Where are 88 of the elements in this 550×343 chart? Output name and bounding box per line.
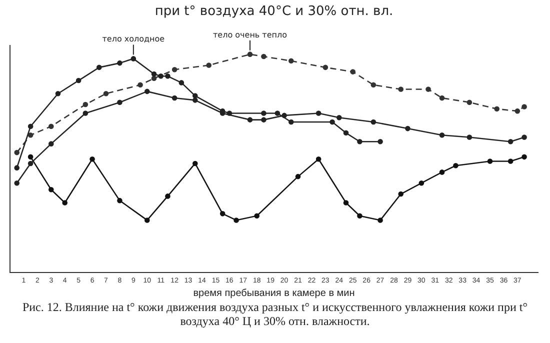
point: [522, 104, 527, 110]
point: [261, 117, 266, 122]
point: [466, 100, 472, 105]
point: [508, 138, 514, 144]
point: [62, 200, 68, 206]
point: [398, 86, 404, 92]
point: [522, 134, 527, 140]
point: [48, 187, 54, 192]
point: [151, 76, 157, 81]
point: [254, 213, 260, 218]
point: [370, 82, 376, 88]
point: [322, 64, 328, 70]
text: Рис. 12. Влияние на t° кожи движения воздуха разных t° и искусственного увлажнения кожи при t° воздуха 40° Ц и 30% отн. влажности.: [21, 300, 529, 328]
point: [522, 154, 527, 160]
point: [192, 93, 198, 98]
point: [28, 132, 34, 138]
point: [192, 160, 198, 166]
point: [261, 110, 266, 116]
point: [439, 95, 445, 101]
point: [405, 126, 410, 132]
point: [426, 86, 431, 92]
point: [487, 158, 493, 164]
point: [28, 160, 34, 166]
point: [295, 174, 301, 180]
point: [494, 106, 500, 112]
point: [343, 200, 349, 206]
point: [172, 95, 178, 101]
point: [165, 74, 170, 79]
point: [14, 180, 20, 186]
point: [234, 218, 239, 223]
point: [55, 90, 61, 96]
point: [151, 71, 157, 77]
point: [82, 110, 88, 116]
point: [439, 170, 445, 175]
point: [130, 56, 136, 62]
point: [357, 138, 362, 144]
point: [418, 180, 424, 186]
point: [90, 156, 95, 162]
point: [14, 165, 20, 170]
point: [316, 110, 322, 116]
point: [206, 62, 212, 68]
point: [226, 110, 232, 116]
point: [288, 58, 294, 64]
point: [192, 98, 198, 103]
point: [82, 102, 88, 108]
point: [48, 141, 54, 146]
point: [28, 124, 34, 130]
point: [370, 119, 376, 125]
point: [117, 60, 122, 66]
point: [378, 218, 383, 223]
point: [398, 191, 404, 197]
point: [378, 138, 383, 144]
point: [453, 163, 458, 168]
point: [144, 218, 150, 223]
point: [330, 119, 335, 125]
point: [316, 156, 322, 162]
point: [274, 110, 280, 116]
point: [76, 78, 82, 84]
point: [178, 80, 184, 86]
point: [103, 90, 109, 96]
point: [514, 108, 520, 114]
point: [508, 158, 514, 164]
point: [357, 213, 362, 218]
point: [144, 88, 150, 94]
point: [96, 64, 102, 70]
point: [172, 66, 178, 72]
chart-title: при t° воздуха 40°С и 30% отн. вл.: [154, 4, 394, 20]
point: [14, 150, 20, 156]
point: [350, 69, 356, 74]
x-axis-title: время пребывания в камере в мин: [193, 288, 355, 299]
point: [343, 130, 349, 136]
point: [220, 211, 226, 216]
point: [117, 100, 122, 105]
point: [28, 154, 34, 160]
point: [247, 117, 253, 122]
point: [466, 134, 472, 140]
point: [138, 82, 143, 88]
point: [261, 54, 266, 60]
point: [288, 119, 294, 125]
annotation: тело очень тепло: [213, 30, 288, 40]
point: [117, 198, 122, 204]
annotation: тело холодное: [102, 34, 165, 44]
point: [336, 114, 342, 120]
point: [439, 132, 445, 138]
point: [165, 194, 170, 199]
point: [48, 124, 54, 130]
point: [247, 52, 253, 57]
point: [158, 74, 164, 79]
